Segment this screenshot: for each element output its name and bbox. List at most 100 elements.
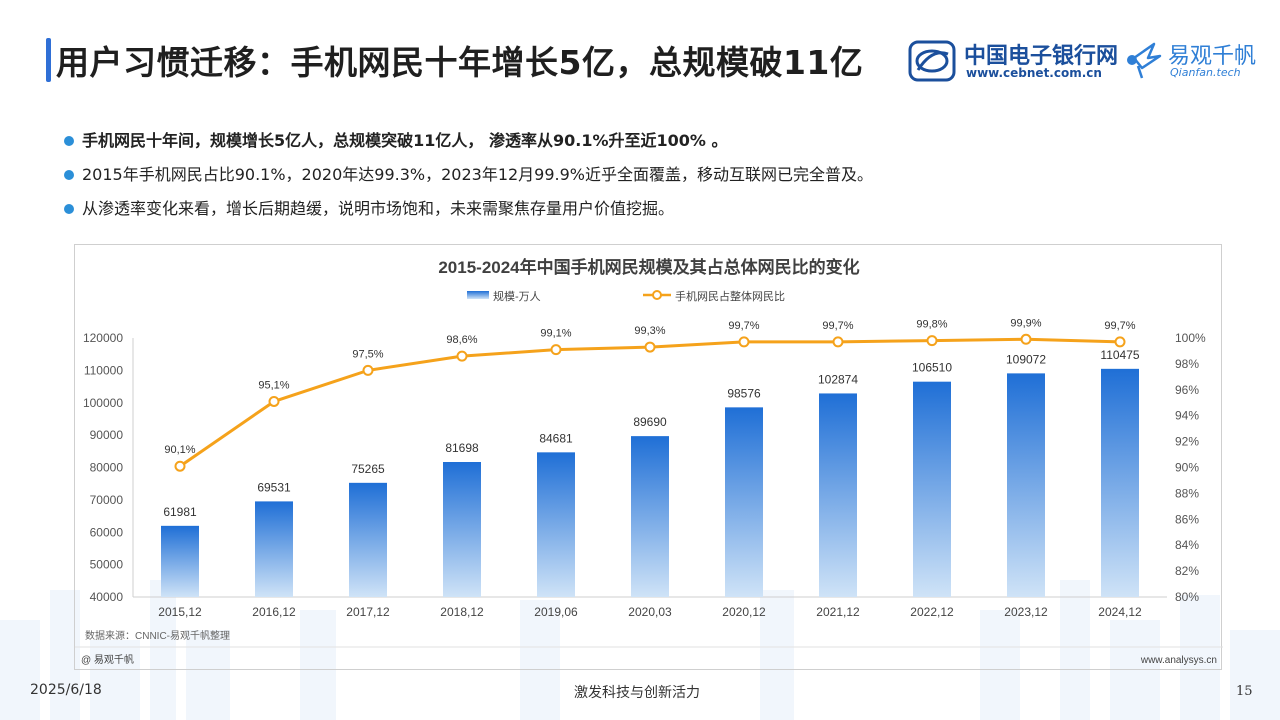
line-value-label: 99,8% [916, 319, 947, 331]
x-tick-label: 2019,06 [534, 605, 578, 619]
bar [725, 407, 763, 597]
legend-line-label: 手机网民占整体网民比 [675, 289, 785, 303]
bar [819, 393, 857, 597]
bullet-item: 手机网民十年间，规模增长5亿人，总规模突破11亿人， 渗透率从90.1%升至近1… [64, 124, 873, 158]
line-value-label: 99,9% [1010, 317, 1041, 329]
line-point [268, 395, 280, 407]
chart-source: 数据来源：CNNIC-易观千帆整理 [85, 629, 230, 642]
y-right-tick-label: 80% [1175, 590, 1199, 604]
bar [443, 462, 481, 597]
y-left-tick-label: 80000 [90, 461, 124, 475]
bar [349, 482, 387, 597]
page-number: 15 [1236, 684, 1253, 699]
bar-value-label: 61981 [163, 505, 197, 519]
x-tick-label: 2016,12 [252, 605, 296, 619]
bar-value-label: 106510 [912, 361, 952, 375]
chart-site: www.analysys.cn [1140, 655, 1217, 666]
summary-bullets: 手机网民十年间，规模增长5亿人，总规模突破11亿人， 渗透率从90.1%升至近1… [64, 124, 873, 226]
y-left-tick-label: 100000 [83, 396, 123, 410]
x-tick-label: 2020,12 [722, 605, 766, 619]
x-tick-label: 2022,12 [910, 605, 954, 619]
qianfan-logo-name: 易观千帆 [1168, 44, 1257, 69]
bar [537, 452, 575, 597]
cebnet-logo-name: 中国电子银行网 [964, 44, 1119, 69]
line-point [1114, 336, 1126, 348]
line-value-label: 99,7% [822, 320, 853, 332]
y-left-tick-label: 40000 [90, 590, 124, 604]
footer-date: 2025/6/18 [30, 682, 102, 698]
title-accent-bar [46, 38, 51, 82]
y-right-tick-label: 100% [1175, 331, 1206, 345]
line-value-label: 90,1% [164, 444, 195, 456]
line-value-label: 98,6% [446, 334, 477, 346]
y-right-tick-label: 98% [1175, 357, 1199, 371]
cebnet-logo-url: www.cebnet.com.cn [966, 66, 1102, 80]
bar [1007, 373, 1045, 597]
x-tick-label: 2018,12 [440, 605, 484, 619]
bar [1101, 368, 1139, 597]
bar [913, 381, 951, 597]
qianfan-logo: 易观千帆 Qianfan.tech [1120, 36, 1270, 84]
y-right-tick-label: 94% [1175, 409, 1199, 423]
line-point [738, 336, 750, 348]
y-right-tick-label: 90% [1175, 461, 1199, 475]
line-value-label: 99,7% [1104, 320, 1135, 332]
line-value-label: 95,1% [258, 379, 289, 391]
y-left-tick-label: 50000 [90, 558, 124, 572]
qianfan-logo-icon [1127, 42, 1162, 79]
y-right-tick-label: 84% [1175, 538, 1199, 552]
y-left-tick-label: 120000 [83, 331, 123, 345]
bar-value-label: 75265 [351, 462, 385, 476]
skyline-background [0, 580, 1280, 720]
line-value-label: 99,1% [540, 328, 571, 340]
bar [161, 525, 199, 597]
bar [255, 501, 293, 597]
bar-value-label: 98576 [727, 386, 761, 400]
bar-value-label: 84681 [539, 431, 573, 445]
line-value-label: 99,7% [728, 320, 759, 332]
y-left-tick-label: 70000 [90, 493, 124, 507]
x-tick-label: 2024,12 [1098, 605, 1142, 619]
chart-title: 2015-2024年中国手机网民规模及其占总体网民比的变化 [438, 257, 859, 277]
bar-value-label: 81698 [445, 441, 479, 455]
cebnet-logo-icon [908, 40, 956, 82]
qianfan-logo-en: Qianfan.tech [1170, 66, 1241, 79]
line-value-label: 97,5% [352, 348, 383, 360]
y-right-tick-label: 92% [1175, 435, 1199, 449]
footer-slogan: 激发科技与创新活力 [574, 685, 700, 701]
page-title: 用户习惯迁移：手机网民十年增长5亿，总规模破11亿 [56, 43, 864, 82]
line-point [362, 364, 374, 376]
y-left-tick-label: 60000 [90, 525, 124, 539]
chart-container: 2015-2024年中国手机网民规模及其占总体网民比的变化规模-万人 手机网民占整… [74, 244, 1223, 670]
x-tick-label: 2015,12 [158, 605, 202, 619]
bar-value-label: 89690 [633, 415, 667, 429]
line-point [832, 336, 844, 348]
x-tick-label: 2017,12 [346, 605, 390, 619]
x-tick-label: 2020,03 [628, 605, 672, 619]
bar-value-label: 69531 [257, 480, 291, 494]
line-point [550, 344, 562, 356]
y-right-tick-label: 88% [1175, 486, 1199, 500]
line-point [926, 335, 938, 347]
bar-value-label: 102874 [818, 372, 858, 386]
line-point [1020, 333, 1032, 345]
bar-value-label: 110475 [1100, 348, 1139, 362]
legend-line-marker [652, 290, 662, 300]
legend-bar-swatch [467, 291, 489, 299]
cebnet-logo: 中国电子银行网 www.cebnet.com.cn [908, 38, 1118, 84]
legend-bar-label: 规模-万人 [493, 289, 541, 303]
bar [631, 436, 669, 597]
x-tick-label: 2023,12 [1004, 605, 1048, 619]
y-right-tick-label: 96% [1175, 383, 1199, 397]
bullet-item: 2015年手机网民占比90.1%，2020年达99.3%，2023年12月99.… [64, 158, 873, 192]
line-point [456, 350, 468, 362]
chart-brand: @ 易观千帆 [81, 653, 134, 666]
bullet-item: 从渗透率变化来看，增长后期趋缓，说明市场饱和，未来需聚焦存量用户价值挖掘。 [64, 192, 873, 226]
line-point [174, 460, 186, 472]
x-tick-label: 2021,12 [816, 605, 860, 619]
y-right-tick-label: 86% [1175, 512, 1199, 526]
line-point [644, 341, 656, 353]
bar-value-label: 109072 [1006, 352, 1046, 366]
y-right-tick-label: 82% [1175, 564, 1199, 578]
